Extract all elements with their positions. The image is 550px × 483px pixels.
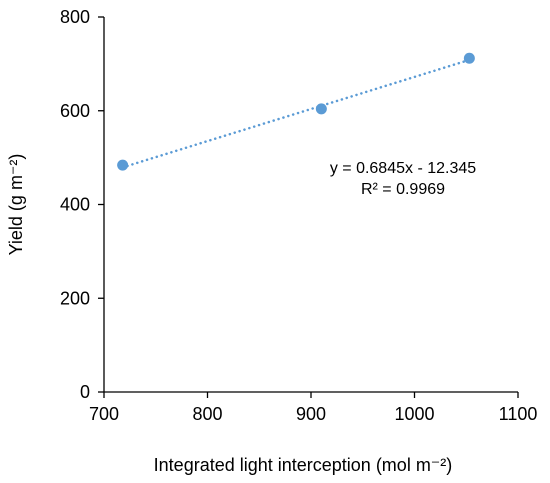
x-axis-title: Integrated light interception (mol m⁻²) (154, 455, 453, 475)
trendline (121, 58, 471, 169)
r-squared-label: R² = 0.9969 (361, 181, 445, 198)
y-tick-label: 0 (80, 382, 90, 402)
data-point (463, 52, 475, 64)
x-ticks: 700 800 900 1000 1100 (89, 392, 537, 424)
x-tick-label: 1100 (499, 404, 538, 424)
data-points (117, 52, 475, 171)
y-tick-label: 800 (60, 7, 90, 27)
y-axis-title: Yield (g m⁻²) (6, 154, 26, 256)
y-ticks: 0 200 400 600 800 (60, 7, 104, 402)
x-tick-label: 900 (296, 404, 326, 424)
x-tick-label: 1000 (394, 404, 434, 424)
y-tick-label: 400 (60, 195, 90, 215)
data-point (315, 103, 327, 115)
y-axis: 0 200 400 600 800 Yield (g m⁻²) (6, 7, 105, 402)
x-tick-label: 800 (192, 404, 222, 424)
data-point (117, 159, 129, 171)
x-tick-label: 700 (89, 404, 119, 424)
equation-label: y = 0.6845x - 12.345 (330, 160, 476, 177)
x-axis: 700 800 900 1000 1100 Integrated light inter… (89, 391, 537, 475)
y-tick-label: 200 (60, 288, 90, 308)
y-tick-label: 600 (60, 101, 90, 121)
